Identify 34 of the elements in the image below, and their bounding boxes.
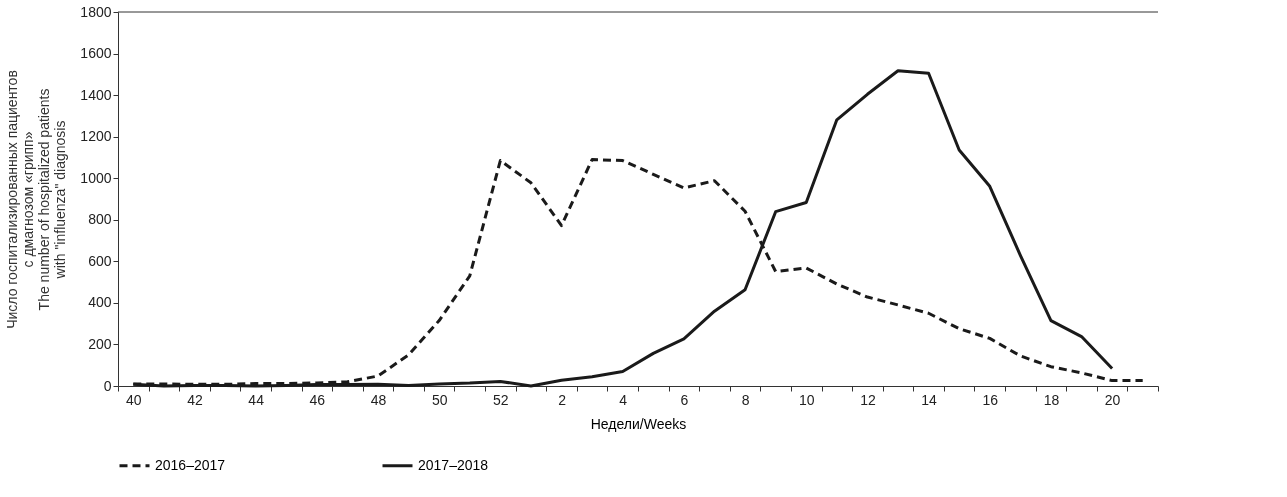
y-tick-label: 1200 [80, 128, 112, 145]
text: with "influenza" diagnosis [52, 120, 69, 279]
x-tick-label: 12 [860, 391, 876, 408]
legend-label: 2016–2017 [155, 456, 226, 473]
text: с дмагнозом «грипп» [20, 131, 37, 268]
legend-label: 2017–2018 [418, 456, 489, 473]
x-tick-label: 16 [982, 391, 999, 408]
y-tick-label: 0 [103, 377, 112, 394]
x-tick-label: 8 [741, 391, 750, 408]
x-tick-label: 50 [431, 391, 448, 408]
x-tick-label: 52 [493, 391, 509, 408]
y-tick-label: 200 [88, 335, 112, 352]
x-tick-label: 4 [619, 391, 628, 408]
x-tick-label: 44 [248, 391, 265, 408]
y-tick-label: 1000 [80, 169, 112, 186]
x-tick-label: 18 [1043, 391, 1060, 408]
y-tick-label: 1400 [80, 86, 112, 103]
y-tick-label: 600 [88, 252, 112, 269]
x-tick-label: 42 [187, 391, 203, 408]
text: The number of hospitalized patients [36, 88, 53, 311]
text: Число госпитализированных пациентов [4, 70, 21, 329]
y-tick-label: 800 [88, 211, 112, 228]
y-tick-label: 1800 [80, 3, 112, 20]
x-tick-label: 10 [798, 391, 815, 408]
x-tick-label: 46 [309, 391, 326, 408]
x-tick-label: 6 [680, 391, 689, 408]
x-tick-label: 48 [370, 391, 387, 408]
x-tick-label: 2 [558, 391, 567, 408]
x-tick-label: 20 [1104, 391, 1121, 408]
y-tick-label: 400 [88, 294, 112, 311]
x-axis-title: Недели/Weeks [590, 415, 687, 432]
x-tick-label: 40 [126, 391, 142, 408]
x-tick-label: 14 [921, 391, 938, 408]
y-tick-label: 1600 [80, 45, 112, 62]
